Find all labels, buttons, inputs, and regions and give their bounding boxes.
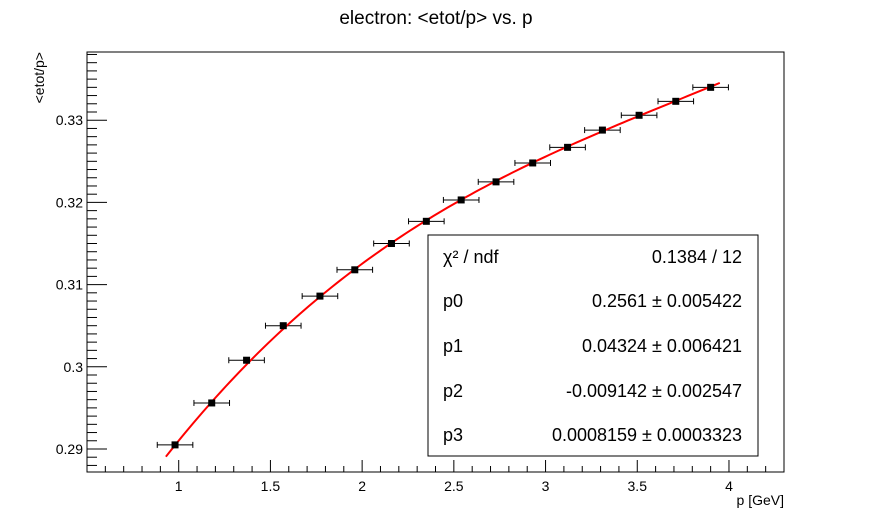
y-axis-tick-labels: 0.29 0.3 0.31 0.32 0.33 (56, 112, 83, 457)
stats-row-value: 0.04324 ± 0.006421 (582, 336, 742, 356)
x-axis-title: p [GeV] (737, 492, 784, 508)
stats-rows: χ² / ndf 0.1384 / 12 p0 0.2561 ± 0.005422 p1… (443, 247, 742, 445)
y-tick-label: 0.29 (56, 441, 83, 457)
data-point (457, 196, 465, 204)
data-markers (171, 83, 715, 449)
stats-row-value: 0.1384 / 12 (652, 247, 742, 267)
y-tick-label: 0.3 (64, 359, 84, 375)
x-tick-label: 3 (542, 478, 550, 494)
y-axis-title: <etot/p> (31, 52, 47, 103)
x-tick-label: 2.5 (444, 478, 464, 494)
y-tick-label: 0.32 (56, 194, 83, 210)
data-point (422, 217, 430, 225)
stats-row-name: χ² / ndf (443, 247, 499, 267)
data-point (707, 83, 715, 91)
data-point (672, 97, 680, 105)
x-axis-ticks (104, 460, 767, 472)
stats-row-name: p0 (443, 291, 463, 311)
data-point (635, 111, 643, 119)
y-tick-label: 0.31 (56, 277, 83, 293)
data-point (387, 240, 395, 248)
stats-row-value: 0.2561 ± 0.005422 (592, 291, 742, 311)
stats-row-value: 0.0008159 ± 0.0003323 (552, 425, 742, 445)
data-point (564, 143, 572, 151)
x-tick-label: 2 (358, 478, 366, 494)
data-point (279, 322, 287, 330)
x-tick-label: 4 (725, 478, 733, 494)
stats-row-name: p2 (443, 381, 463, 401)
data-point (351, 266, 359, 274)
data-point (243, 356, 251, 364)
data-point (208, 399, 216, 407)
data-point (492, 178, 500, 186)
data-point (598, 126, 606, 134)
chart-title: electron: <etot/p> vs. p (339, 8, 532, 29)
stats-box (427, 234, 759, 457)
x-tick-label: 3.5 (628, 478, 648, 494)
stats-row-name: p3 (443, 425, 463, 445)
data-point (171, 441, 179, 449)
x-tick-label: 1 (175, 478, 183, 494)
error-bars (156, 84, 729, 448)
data-point (316, 292, 324, 300)
data-point (529, 159, 537, 167)
y-tick-label: 0.33 (56, 112, 83, 128)
x-axis-tick-labels: 1 1.5 2 2.5 3 3.5 4 (175, 478, 733, 494)
fit-curve (165, 81, 721, 458)
stats-row-name: p1 (443, 336, 463, 356)
x-tick-label: 1.5 (261, 478, 281, 494)
y-axis-ticks (87, 53, 107, 466)
stats-row-value: -0.009142 ± 0.002547 (566, 381, 742, 401)
